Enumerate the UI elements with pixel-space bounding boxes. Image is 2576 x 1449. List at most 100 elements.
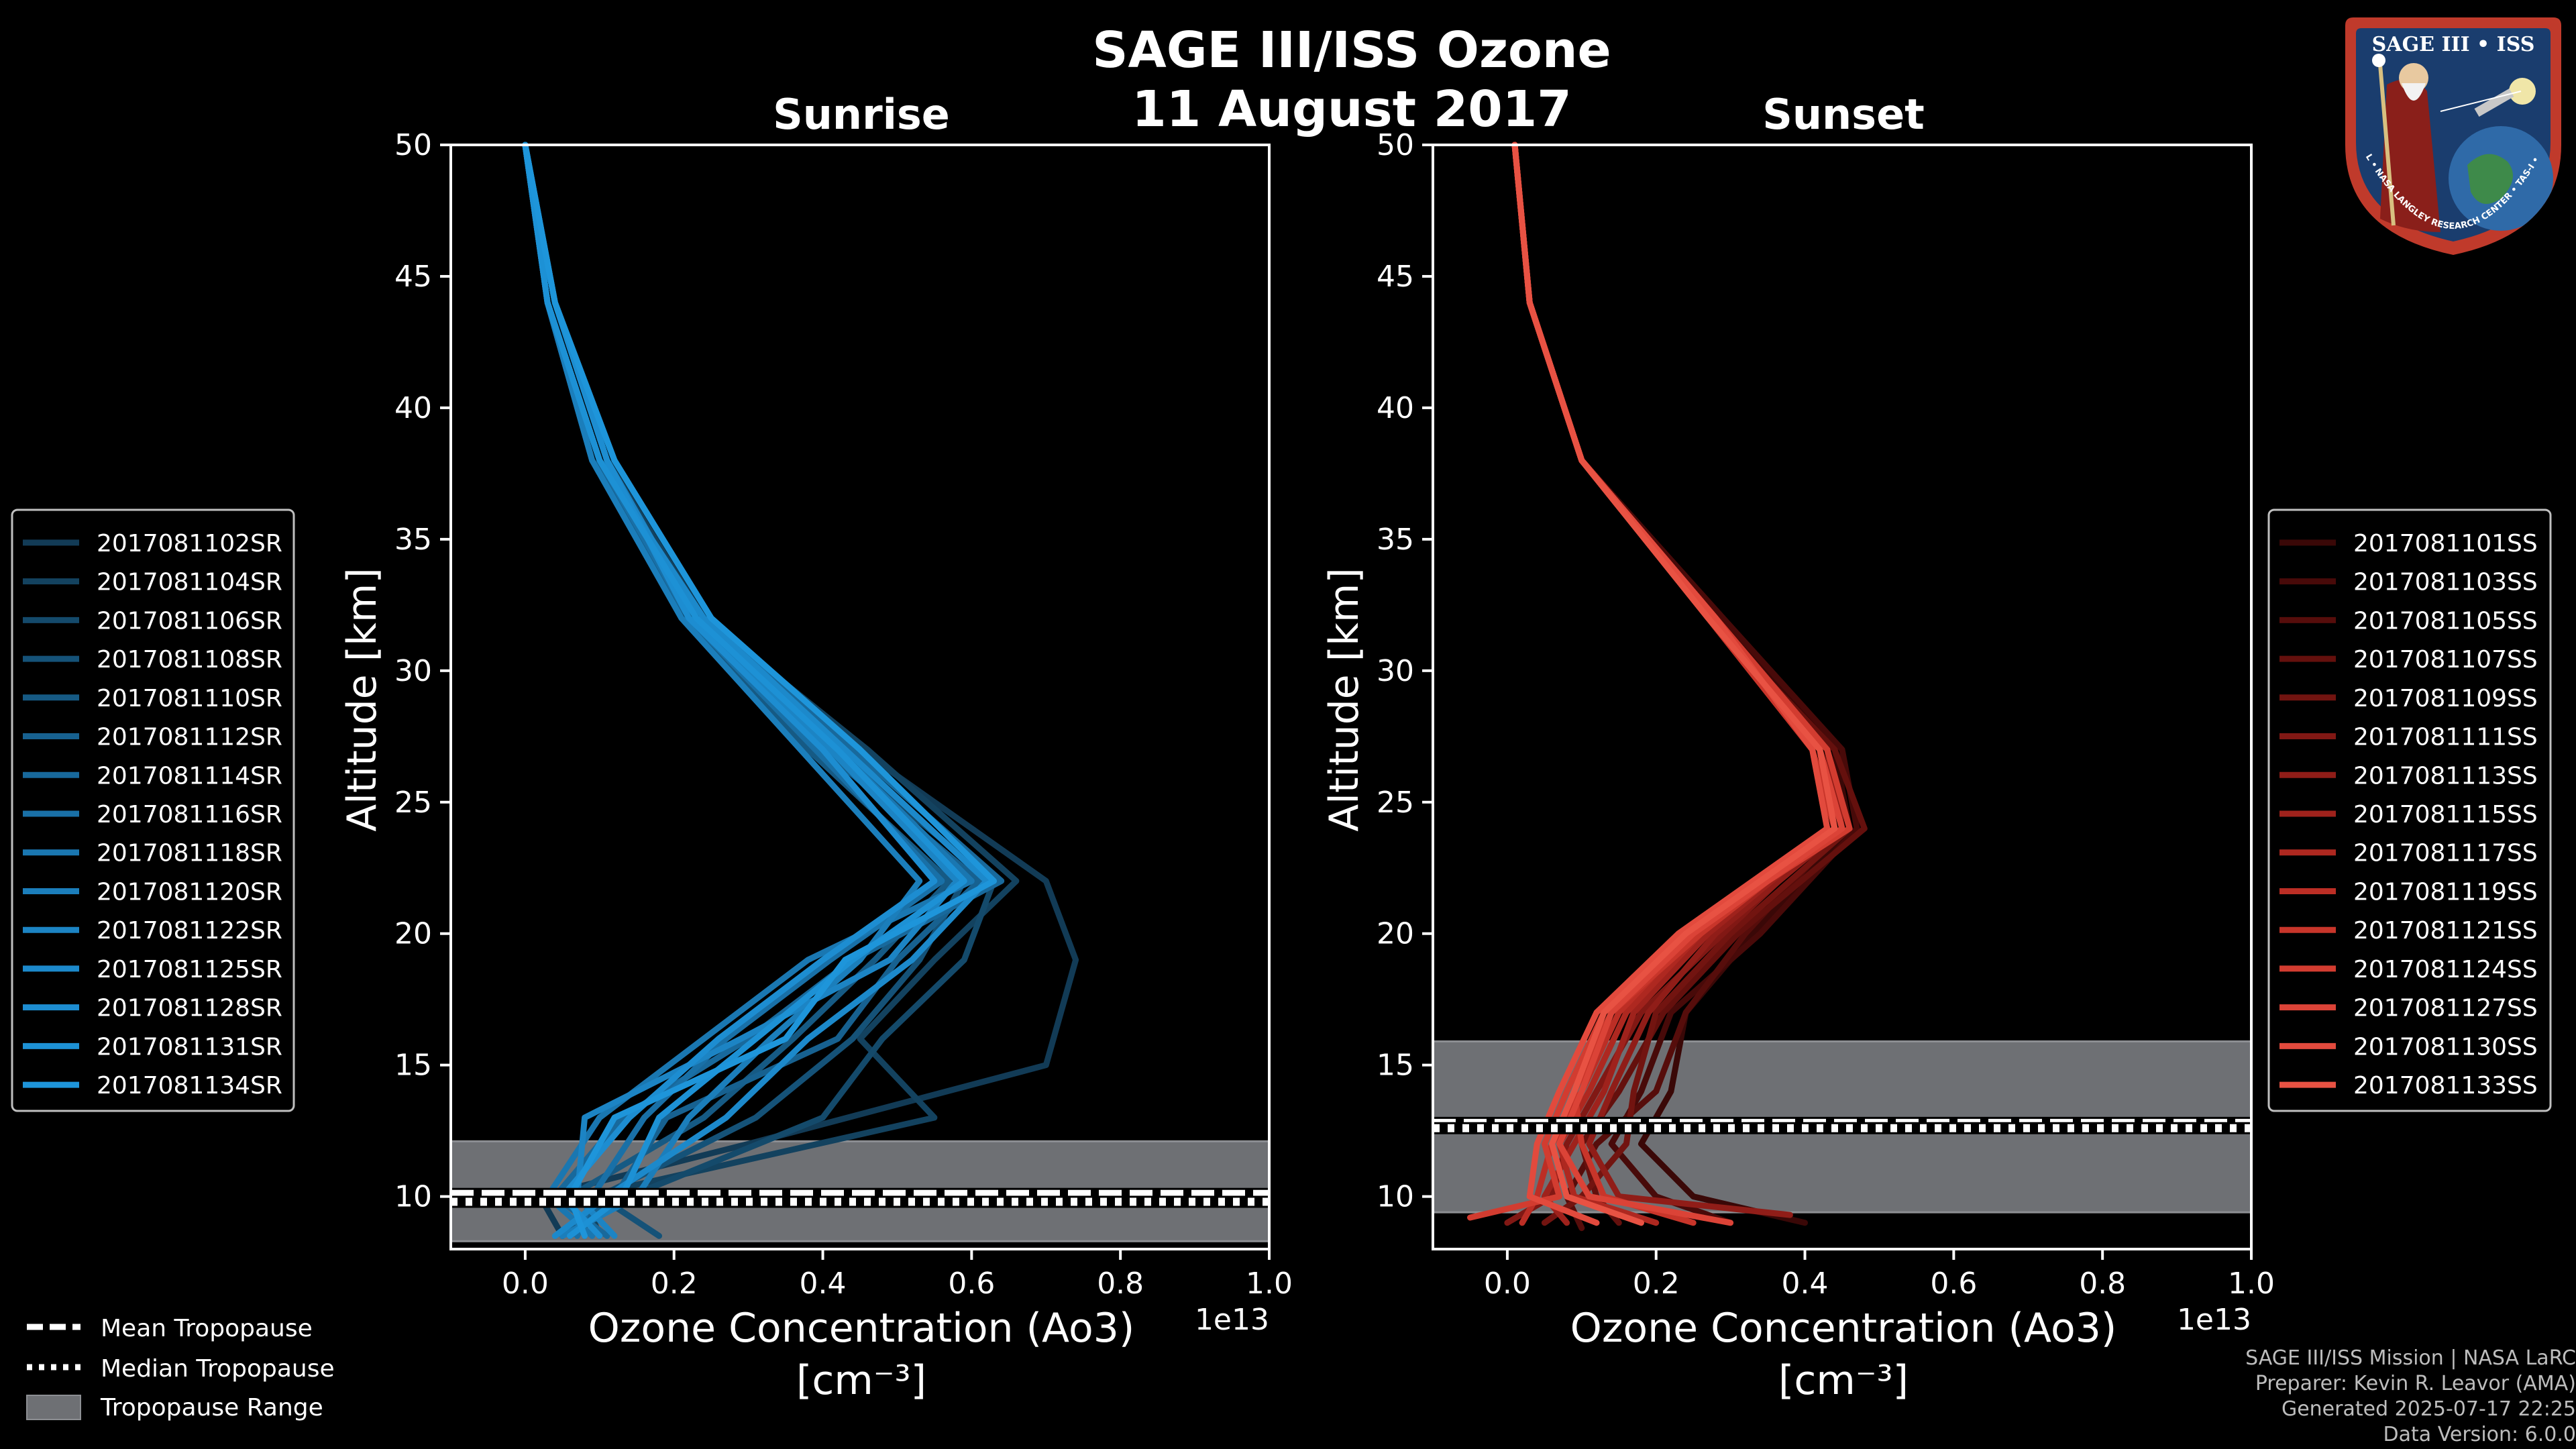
sunrise-legend: 2017081102SR 2017081104SR 2017081106SR 2017… [11, 508, 295, 1112]
sunrise-legend-label: 2017081108SR [97, 646, 282, 674]
sunset-x-tick-label: 1.0 [2228, 1267, 2275, 1301]
sunset-legend: 2017081101SS 2017081103SS 2017081105SS 2017… [2267, 508, 2552, 1112]
sunrise-x-tick-label: 0.8 [1097, 1267, 1144, 1301]
sunset-legend-label: 2017081109SS [2353, 685, 2538, 712]
sunrise-legend-label: 2017081104SR [97, 569, 282, 596]
sunrise-legend-label: 2017081110SR [97, 685, 282, 712]
sunset-legend-label: 2017081124SS [2353, 956, 2538, 983]
sunrise-x-tick-label: 0.2 [651, 1267, 698, 1301]
sunrise-legend-label: 2017081114SR [97, 762, 282, 790]
sunset-y-axis-label: Altitude [km] [1321, 568, 1368, 832]
sunrise-legend-frame [11, 508, 295, 1112]
sunset-y-tick-label: 45 [1377, 260, 1414, 294]
sunrise-y-tick-label: 45 [394, 260, 432, 294]
sunset-legend-label: 2017081127SS [2353, 995, 2538, 1022]
sunrise-y-tick-label: 50 [394, 128, 432, 162]
tropopause-range-label: Tropopause Range [100, 1394, 323, 1421]
sage-mission-patch-logo: SAGE III • ISS BALL • NASA LANGLEY RESEA… [2340, 11, 2561, 255]
sunrise-legend-label: 2017081122SR [97, 917, 282, 945]
sunset-x-exponent: 1e13 [2177, 1303, 2251, 1337]
sunrise-series-2017081134SR [522, 142, 998, 1239]
sunset-legend-label: 2017081133SS [2353, 1072, 2538, 1099]
sunset-panel: Sunset 0.0 0.2 0.4 0.6 0.8 1.0 10 15 20 25 30 35 40 4… [1321, 90, 2275, 1404]
wizard-beard-icon [2402, 83, 2426, 101]
credit-preparer: Preparer: Kevin R. Leavor (AMA) [2255, 1372, 2576, 1395]
sunrise-y-tick-label: 20 [394, 917, 432, 951]
sunset-legend-label: 2017081130SS [2353, 1033, 2538, 1061]
credit-version: Data Version: 6.0.0 [2383, 1423, 2576, 1446]
mean-tropopause-label: Mean Tropopause [101, 1315, 313, 1342]
sunset-x-tick-label: 0.6 [1930, 1267, 1977, 1301]
sunrise-x-exponent: 1e13 [1195, 1303, 1269, 1337]
sunset-legend-label: 2017081101SS [2353, 530, 2538, 557]
light-beam [2440, 91, 2522, 112]
sunset-x-axis-units: [cm⁻³] [1778, 1357, 1909, 1404]
sunset-x-axis-label: Ozone Concentration (Ao3) [1570, 1305, 2117, 1352]
sunset-axes-frame [1432, 144, 2253, 1250]
sunset-legend-label: 2017081113SS [2353, 762, 2538, 790]
logo-title: SAGE III • ISS [2372, 33, 2535, 56]
sunset-y-tick-label: 35 [1377, 523, 1414, 557]
sunset-y-tick-label: 10 [1377, 1180, 1414, 1214]
sunrise-x-axis-units: [cm⁻³] [796, 1357, 926, 1404]
sunset-legend-label: 2017081103SS [2353, 569, 2538, 596]
sunset-legend-label: 2017081105SS [2353, 607, 2538, 635]
sunset-legend-label: 2017081121SS [2353, 917, 2538, 945]
sunset-legend-label: 2017081115SS [2353, 801, 2538, 828]
sunrise-x-tick-label: 0.6 [948, 1267, 995, 1301]
sunrise-panel: Sunrise 0.0 0.2 0.4 0.6 0.8 1.0 10 15 20 25 30 35 40… [339, 90, 1293, 1404]
sunrise-legend-label: 2017081102SR [97, 530, 282, 557]
sunrise-legend-label: 2017081118SR [97, 840, 282, 867]
sunset-y-tick-label: 15 [1377, 1049, 1414, 1083]
wizard-robe-icon [2380, 79, 2440, 232]
sunset-y-tick-label: 30 [1377, 654, 1414, 688]
staff-orb-icon [2372, 54, 2385, 67]
sunrise-series-2017081131SR [522, 142, 967, 1239]
figure-subtitle: 11 August 2017 [1132, 80, 1572, 138]
sunset-y-tick-label: 50 [1377, 128, 1414, 162]
sunrise-panel-title: Sunrise [773, 90, 950, 139]
sunset-x-tick-label: 0.8 [2079, 1267, 2126, 1301]
sunset-y-tick-label: 40 [1377, 391, 1414, 425]
credit-mission: SAGE III/ISS Mission | NASA LaRC [2245, 1346, 2576, 1370]
sunrise-x-axis-label: Ozone Concentration (Ao3) [588, 1305, 1135, 1352]
sunset-y-tick-label: 25 [1377, 786, 1414, 820]
figure-title: SAGE III/ISS Ozone [1092, 21, 1611, 79]
sunrise-x-tick-label: 0.0 [502, 1267, 549, 1301]
tropopause-range-swatch [26, 1395, 81, 1420]
sunrise-legend-label: 2017081116SR [97, 801, 282, 828]
sunrise-y-tick-label: 15 [394, 1049, 432, 1083]
sunrise-legend-label: 2017081106SR [97, 607, 282, 635]
sunset-legend-label: 2017081107SS [2353, 646, 2538, 674]
credit-generated: Generated 2025-07-17 22:25 [2281, 1397, 2576, 1421]
sunrise-y-tick-label: 35 [394, 523, 432, 557]
sunset-x-tick-label: 0.2 [1633, 1267, 1680, 1301]
sunset-series-2017081133SS [1511, 142, 1838, 1226]
sunset-y-tick-label: 20 [1377, 917, 1414, 951]
sunrise-y-axis-label: Altitude [km] [339, 568, 386, 832]
continent-shape [2467, 154, 2513, 204]
sunrise-y-tick-label: 25 [394, 786, 432, 820]
sunrise-series-2017081128SR [522, 142, 938, 1239]
sunrise-legend-label: 2017081134SR [97, 1072, 282, 1099]
wizard-staff-icon [2378, 64, 2396, 226]
sunset-legend-frame [2267, 508, 2552, 1112]
sunrise-y-tick-label: 30 [394, 654, 432, 688]
tropopause-legend: Mean Tropopause Median Tropopause Tropop… [26, 1315, 335, 1421]
sunrise-legend-label: 2017081128SR [97, 995, 282, 1022]
median-tropopause-label: Median Tropopause [101, 1355, 335, 1383]
sunrise-x-tick-label: 0.4 [800, 1267, 847, 1301]
sunset-legend-label: 2017081117SS [2353, 840, 2538, 867]
sunrise-legend-label: 2017081120SR [97, 878, 282, 906]
sunset-x-tick-label: 0.4 [1782, 1267, 1829, 1301]
sunrise-x-tick-label: 1.0 [1246, 1267, 1293, 1301]
sunrise-legend-label: 2017081112SR [97, 724, 282, 751]
sunset-x-tick-label: 0.0 [1484, 1267, 1531, 1301]
sunrise-legend-label: 2017081125SR [97, 956, 282, 983]
sunrise-legend-label: 2017081131SR [97, 1033, 282, 1061]
sunrise-series-2017081120SR [522, 142, 923, 1239]
sunset-legend-label: 2017081119SS [2353, 878, 2538, 906]
sunrise-y-tick-label: 40 [394, 391, 432, 425]
